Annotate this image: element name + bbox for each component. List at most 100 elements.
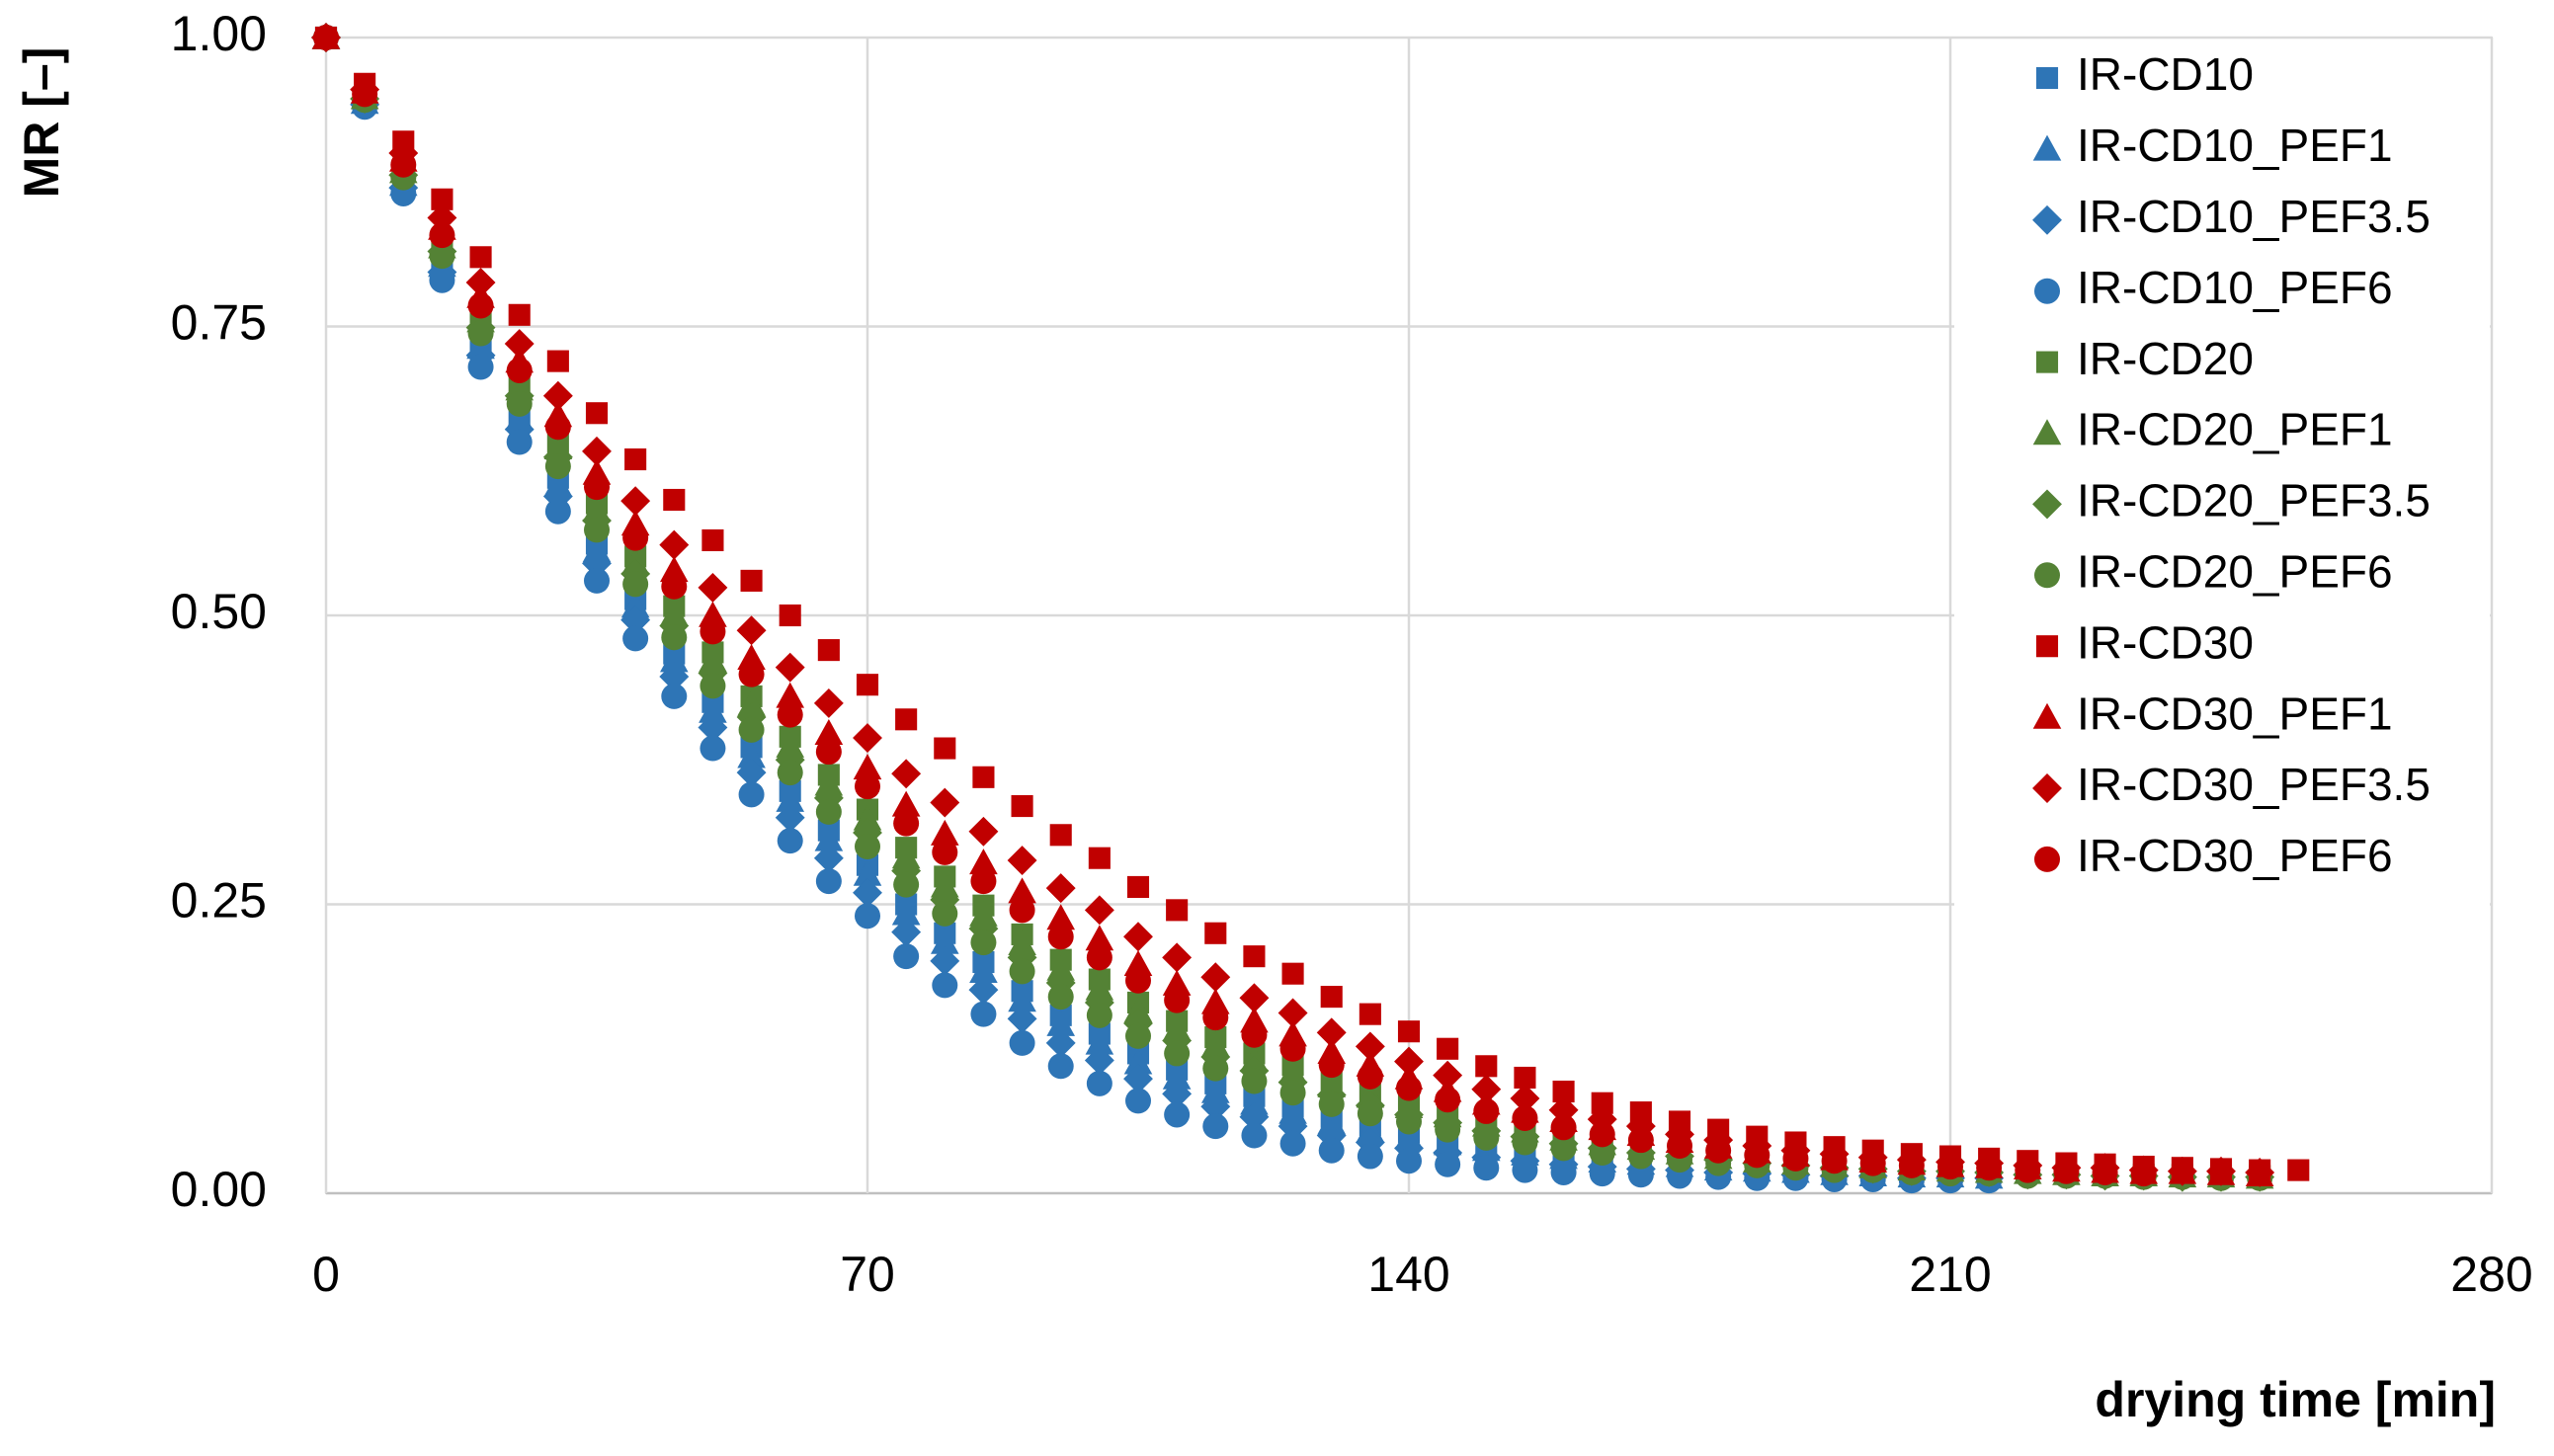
data-point <box>893 871 920 898</box>
data-point <box>815 798 842 825</box>
data-point <box>1394 1046 1424 1077</box>
data-point <box>930 928 959 954</box>
data-point <box>1396 1108 1422 1135</box>
legend-label: IR-CD30_PEF3.5 <box>2077 759 2430 810</box>
data-point <box>1239 1101 1270 1132</box>
y-tick-label: 0.00 <box>171 1162 267 1217</box>
data-point <box>1164 987 1191 1013</box>
data-point <box>1084 1045 1114 1076</box>
data-point <box>1125 967 1151 994</box>
data-point <box>1437 1037 1459 1060</box>
data-point <box>1281 962 1304 985</box>
data-point <box>1514 1066 1536 1090</box>
data-point <box>1318 1137 1345 1164</box>
data-point <box>659 529 690 560</box>
data-point <box>465 268 496 297</box>
data-point <box>891 917 922 947</box>
data-point <box>1047 984 1074 1011</box>
legend-label: IR-CD10_PEF6 <box>2077 262 2393 313</box>
data-point <box>1435 1087 1461 1113</box>
legend-marker <box>2035 635 2059 658</box>
data-point <box>814 769 844 796</box>
data-point <box>1085 1028 1114 1055</box>
data-point <box>620 605 651 635</box>
legend: IR-CD10 IR-CD10_PEF1 IR-CD10_PEF3.5 IR-CD10… <box>1954 41 2490 930</box>
data-point <box>429 243 455 270</box>
data-point <box>1473 1124 1500 1151</box>
data-point <box>1047 924 1074 950</box>
data-point <box>738 661 765 688</box>
data-point <box>352 81 378 108</box>
data-point <box>1084 895 1114 926</box>
data-point <box>659 556 689 583</box>
data-point <box>1202 1005 1229 1031</box>
data-point <box>624 448 647 471</box>
data-point <box>1045 968 1076 999</box>
data-point <box>779 604 801 627</box>
data-point <box>814 719 844 746</box>
data-point <box>1357 1100 1383 1127</box>
data-point <box>855 834 880 859</box>
data-point <box>930 884 960 915</box>
data-point <box>777 760 803 786</box>
legend-label: IR-CD10_PEF1 <box>2077 120 2393 171</box>
legend-label: IR-CD30 <box>2077 616 2254 668</box>
data-point <box>584 567 610 594</box>
data-point <box>622 625 649 652</box>
data-point <box>740 569 763 592</box>
data-point <box>1046 904 1076 930</box>
data-point <box>1166 899 1189 922</box>
data-point <box>1320 986 1343 1009</box>
data-point <box>506 357 533 383</box>
data-point <box>815 868 842 895</box>
data-point <box>1047 1053 1074 1080</box>
data-point <box>891 843 921 869</box>
data-point <box>930 871 959 898</box>
data-point <box>777 701 803 728</box>
data-point <box>1162 942 1193 973</box>
legend-label: IR-CD30_PEF1 <box>2077 688 2393 739</box>
data-point <box>1162 969 1192 996</box>
data-point <box>661 683 688 709</box>
data-point <box>698 712 728 743</box>
data-point <box>544 414 571 441</box>
y-tick-label: 0.75 <box>171 295 267 351</box>
data-point <box>1009 897 1035 924</box>
data-point <box>1550 1114 1577 1141</box>
data-point <box>930 945 960 976</box>
data-point <box>1433 1060 1463 1091</box>
y-axis-label: MR [–] <box>14 47 69 199</box>
x-tick-label: 210 <box>1909 1247 1991 1302</box>
data-point <box>622 571 649 598</box>
x-tick-label: 0 <box>312 1247 340 1302</box>
data-point <box>1049 824 1072 847</box>
data-point <box>855 773 880 800</box>
data-point <box>968 975 999 1006</box>
data-point <box>1085 974 1114 1001</box>
x-tick-label: 70 <box>840 1247 895 1302</box>
data-point <box>1123 1064 1153 1094</box>
data-point <box>1202 1055 1229 1082</box>
data-point <box>1473 1097 1500 1124</box>
data-point <box>891 855 922 886</box>
data-point <box>970 1001 997 1027</box>
data-point <box>853 877 882 908</box>
data-point <box>969 900 998 927</box>
data-point <box>700 618 726 645</box>
legend-marker <box>2035 66 2059 90</box>
legend-label: IR-CD10_PEF3.5 <box>2077 191 2430 242</box>
data-point <box>1550 1135 1577 1162</box>
data-point <box>1086 944 1112 971</box>
data-point <box>1046 954 1076 981</box>
data-point <box>1164 1040 1191 1067</box>
data-point <box>1125 1088 1151 1114</box>
data-point <box>814 825 844 851</box>
data-point <box>1471 1074 1502 1104</box>
data-point <box>2287 1159 2310 1181</box>
data-point <box>972 766 995 788</box>
data-point <box>699 601 727 627</box>
data-point <box>1627 1162 1654 1188</box>
data-point <box>1898 1152 1925 1178</box>
data-point <box>1200 1077 1230 1103</box>
